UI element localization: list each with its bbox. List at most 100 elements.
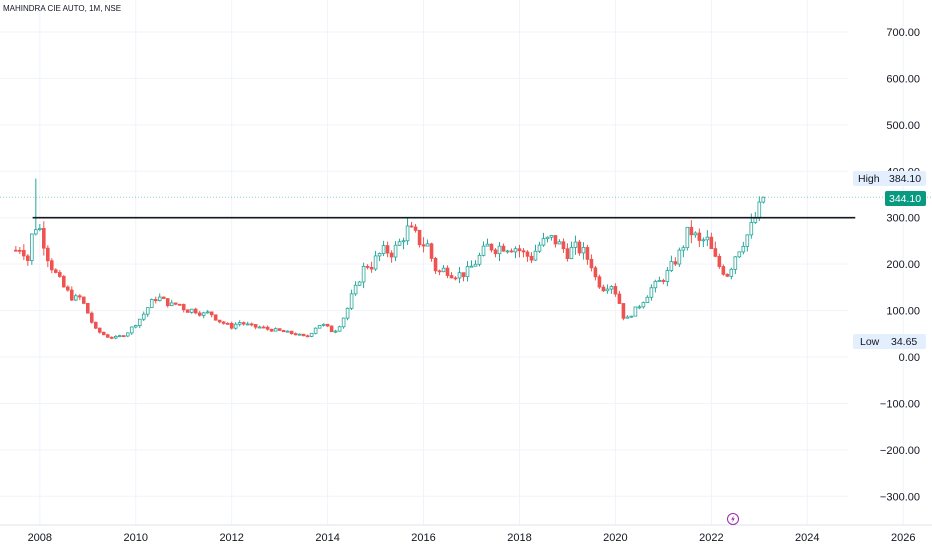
candle-body bbox=[469, 265, 474, 268]
candle-body bbox=[133, 325, 138, 328]
candle-body bbox=[233, 323, 238, 329]
candle-body bbox=[149, 299, 154, 309]
candle-body bbox=[709, 236, 714, 250]
candle-body bbox=[681, 247, 686, 251]
candle-body bbox=[485, 243, 490, 247]
candle-body bbox=[381, 245, 386, 254]
candle-body bbox=[425, 243, 430, 247]
candle-body bbox=[97, 327, 102, 333]
candle-body bbox=[301, 333, 306, 337]
x-tick-label: 2008 bbox=[28, 532, 52, 544]
candle-body bbox=[713, 248, 718, 257]
candle-body bbox=[285, 330, 290, 333]
candle-body bbox=[613, 286, 618, 295]
candle-body bbox=[18, 249, 22, 252]
candle-body bbox=[481, 245, 486, 256]
candle-body bbox=[213, 314, 218, 321]
lightning-icon[interactable] bbox=[727, 513, 739, 525]
candle-body bbox=[697, 232, 702, 241]
candle-body bbox=[601, 286, 606, 292]
candle-body bbox=[389, 252, 394, 258]
y-tick-label: 500.00 bbox=[886, 120, 920, 132]
candle-body bbox=[73, 295, 78, 301]
x-tick-label: 2010 bbox=[124, 532, 148, 544]
candle-body bbox=[217, 319, 222, 323]
candle-body bbox=[597, 276, 602, 288]
candle-body bbox=[405, 225, 410, 242]
candle-body bbox=[725, 273, 730, 277]
candle-body bbox=[689, 226, 694, 236]
candle-body bbox=[169, 302, 174, 307]
symbol-label: MAHINDRA CIE AUTO, 1M, NSE bbox=[3, 4, 121, 13]
candle-body bbox=[449, 275, 454, 279]
candle-body bbox=[661, 280, 666, 282]
candle-body bbox=[633, 306, 638, 317]
candle-body bbox=[34, 229, 38, 235]
x-tick-label: 2012 bbox=[219, 532, 243, 544]
candle-body bbox=[42, 227, 46, 249]
candle-body bbox=[545, 236, 550, 240]
candle-body bbox=[453, 277, 458, 280]
high-tag-background bbox=[853, 171, 926, 186]
candle-body bbox=[417, 229, 422, 246]
candle-body bbox=[477, 254, 482, 265]
candle-body bbox=[145, 307, 150, 315]
candle-body bbox=[717, 256, 722, 267]
candle-body bbox=[113, 336, 118, 339]
candle-body bbox=[513, 248, 518, 253]
candle-body bbox=[297, 333, 302, 336]
candle-body bbox=[629, 315, 634, 318]
candle-body bbox=[201, 312, 206, 316]
candle-body bbox=[621, 303, 626, 319]
candle-body bbox=[473, 263, 478, 267]
candle-body bbox=[289, 330, 294, 335]
candle-body bbox=[445, 267, 450, 276]
candle-body bbox=[645, 296, 650, 303]
candle-body bbox=[54, 269, 58, 273]
candle-body bbox=[749, 222, 754, 236]
high-value: 384.10 bbox=[889, 173, 921, 185]
candle-body bbox=[525, 251, 530, 257]
candle-body bbox=[557, 241, 562, 245]
candle-body bbox=[261, 326, 266, 329]
candle-body bbox=[81, 296, 86, 304]
candle-body bbox=[665, 270, 670, 282]
y-tick-label: −300.00 bbox=[880, 491, 920, 503]
candle-body bbox=[205, 311, 210, 314]
candle-body bbox=[685, 226, 690, 249]
candle-body bbox=[625, 316, 630, 319]
candle-body bbox=[309, 332, 314, 337]
y-tick-label: 100.00 bbox=[886, 306, 920, 318]
candle-body bbox=[637, 306, 642, 309]
candle-body bbox=[157, 296, 162, 302]
candle-body bbox=[101, 331, 106, 336]
candle-body bbox=[641, 302, 646, 308]
candle-body bbox=[457, 272, 462, 279]
candle-body bbox=[593, 267, 598, 278]
candle-body bbox=[741, 245, 746, 253]
candle-body bbox=[393, 244, 398, 258]
candle-body bbox=[353, 284, 358, 295]
y-tick-label: 200.00 bbox=[886, 259, 920, 271]
candle-body bbox=[693, 232, 698, 236]
candle-body bbox=[125, 332, 130, 337]
candle-body bbox=[337, 326, 342, 332]
candle-body bbox=[549, 235, 554, 238]
candle-body bbox=[345, 307, 350, 319]
candle-body bbox=[30, 233, 34, 261]
candle-body bbox=[605, 288, 610, 292]
candle-body bbox=[273, 328, 278, 332]
candle-body bbox=[165, 298, 170, 307]
time-axis[interactable]: 2008 2010 2012 2014 2016 2018 2020 2022 2024 2026 bbox=[28, 532, 916, 544]
candle-body bbox=[497, 245, 502, 255]
candle-body bbox=[729, 268, 734, 277]
candle-body bbox=[669, 261, 674, 271]
x-tick-label: 2016 bbox=[411, 532, 435, 544]
candle-body bbox=[493, 249, 498, 255]
candle-body bbox=[209, 311, 214, 316]
candle-body bbox=[221, 321, 226, 324]
candle-body bbox=[357, 281, 362, 286]
candle-body bbox=[293, 333, 298, 336]
candle-body bbox=[181, 304, 186, 311]
